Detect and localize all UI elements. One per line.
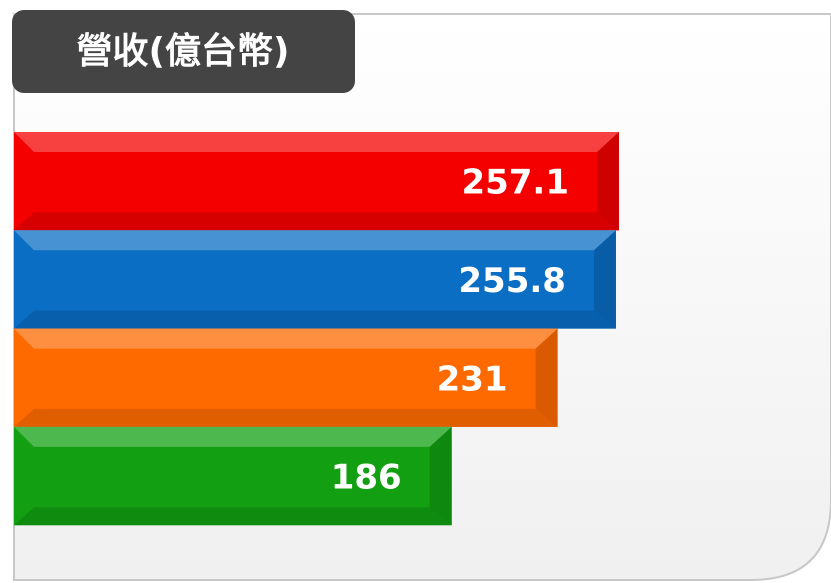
bar-shine xyxy=(14,426,452,526)
bar-bevel xyxy=(14,408,558,427)
bar-shine xyxy=(14,328,558,427)
bar-shine xyxy=(14,132,619,231)
value-label: 257.1 xyxy=(461,163,569,203)
bar-bevel xyxy=(14,212,619,231)
bar-bevel xyxy=(14,132,619,152)
bar-bevel xyxy=(597,132,619,231)
value-label: 186 xyxy=(331,458,402,498)
bar-bevel xyxy=(593,230,616,329)
bar-bevel xyxy=(14,310,616,329)
bar-bevel xyxy=(14,426,452,447)
bar-bevel xyxy=(14,328,558,349)
value-label: 231 xyxy=(437,359,508,399)
bar-bevel xyxy=(429,426,452,526)
value-label: 255.8 xyxy=(458,261,566,301)
chart-title: 營收(億台幣) xyxy=(77,31,290,72)
bar-bevel xyxy=(535,328,558,427)
bar-shine xyxy=(14,230,616,329)
bar-bevel xyxy=(14,230,616,251)
title-box xyxy=(12,10,355,93)
bar-bevel xyxy=(14,507,452,526)
